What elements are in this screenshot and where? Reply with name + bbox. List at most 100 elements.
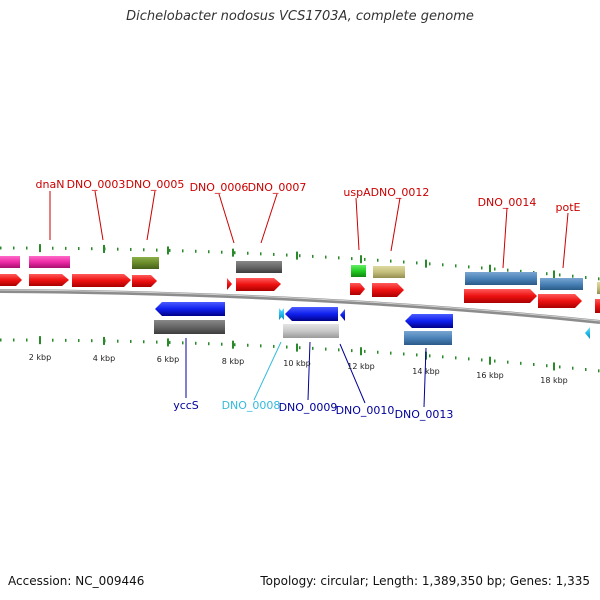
scale-label-6kbp: 6 kbp xyxy=(157,355,179,364)
inner-tick-row xyxy=(0,338,600,373)
tick-mark xyxy=(299,346,301,350)
gene-DNO_0006-dark-bar[interactable] xyxy=(236,261,282,273)
cds-arrow-9[interactable] xyxy=(464,289,537,303)
trna-edge-marker[interactable] xyxy=(585,327,590,339)
cds-arrow-7[interactable] xyxy=(350,283,365,295)
tick-mark xyxy=(572,274,574,278)
cds-DNO_0013-arrow[interactable] xyxy=(405,314,453,328)
tick-mark xyxy=(130,247,132,251)
tick-mark xyxy=(507,268,509,272)
cds-yccS-arrow[interactable] xyxy=(155,302,225,316)
gene-label-DNO_0013[interactable]: DNO_0013 xyxy=(395,408,454,421)
genome-backbone xyxy=(0,289,600,324)
tick-mark xyxy=(533,362,535,366)
tick-mark xyxy=(78,339,80,343)
gene-yccS-dark-bar[interactable] xyxy=(154,320,225,334)
tick-mark xyxy=(338,256,340,260)
gene-DNO_0012-khaki-bar[interactable] xyxy=(373,266,405,278)
gene-uspA-green-bar[interactable] xyxy=(351,265,366,277)
tick-mark xyxy=(364,257,366,261)
tick-mark xyxy=(234,343,236,347)
tick-mark xyxy=(351,349,353,353)
cds-DNO_0010-small[interactable] xyxy=(340,309,345,321)
trna-DNO_0008-marker-left[interactable] xyxy=(279,308,284,320)
tick-mark xyxy=(65,246,67,250)
tick-mark xyxy=(403,352,405,356)
cds-arrow-5[interactable] xyxy=(227,278,232,290)
gene-DNO_0013-steel-bar[interactable] xyxy=(404,331,452,345)
major-tick-mark xyxy=(360,255,362,264)
tick-mark xyxy=(546,272,548,276)
cds-arrow-1[interactable] xyxy=(0,274,22,286)
cds-arrow-2[interactable] xyxy=(29,274,69,286)
tick-mark xyxy=(169,248,171,252)
tick-mark xyxy=(182,341,184,345)
tick-mark xyxy=(13,246,15,250)
scale-label-14kbp: 14 kbp xyxy=(412,367,440,376)
tick-mark xyxy=(338,348,340,352)
tick-mark xyxy=(286,345,288,349)
tick-mark xyxy=(364,349,366,353)
tick-mark xyxy=(325,347,327,351)
tick-mark xyxy=(377,258,379,262)
cds-arrow-10[interactable] xyxy=(538,294,582,308)
tick-mark xyxy=(468,265,470,269)
tick-mark xyxy=(325,255,327,259)
tick-mark xyxy=(91,247,93,251)
gene-label-DNO_0014[interactable]: DNO_0014 xyxy=(478,196,537,209)
gene-label-DNO_0012[interactable]: DNO_0012 xyxy=(371,186,430,199)
forward-leader-lines xyxy=(49,190,569,269)
major-tick-mark xyxy=(39,336,41,345)
major-tick-mark xyxy=(232,340,234,349)
tick-mark xyxy=(247,251,249,255)
gene-label-DNO_0006[interactable]: DNO_0006 xyxy=(190,181,249,194)
gene-label-DNO_0003[interactable]: DNO_0003 xyxy=(67,178,126,191)
tick-mark xyxy=(351,257,353,261)
major-tick-mark xyxy=(489,264,491,273)
tick-mark xyxy=(143,340,145,344)
tick-mark xyxy=(481,266,483,270)
scale-label-16kbp: 16 kbp xyxy=(476,371,504,380)
tick-mark xyxy=(390,259,392,263)
gene-label-DNO_0007[interactable]: DNO_0007 xyxy=(248,181,307,194)
gene-label-DNO_0009[interactable]: DNO_0009 xyxy=(279,401,338,414)
gene-label-potE[interactable]: potE xyxy=(556,201,581,214)
gene-label-uspA[interactable]: uspA xyxy=(343,186,371,199)
tick-mark xyxy=(585,275,587,279)
gene-DNO_0009-light-bar[interactable] xyxy=(283,324,339,338)
gene-dnaN-pink-bar[interactable] xyxy=(0,256,20,268)
tick-mark xyxy=(585,367,587,371)
gene-label-DNO_0010[interactable]: DNO_0010 xyxy=(336,404,395,417)
gene-label-yccS[interactable]: yccS xyxy=(173,399,199,412)
gene-edge-khaki-bar[interactable] xyxy=(597,282,600,294)
tick-mark xyxy=(52,338,54,342)
gene-potE-steel-bar[interactable] xyxy=(540,278,583,290)
tick-mark xyxy=(598,277,600,281)
tick-mark xyxy=(546,364,548,368)
tick-mark xyxy=(572,366,574,370)
tick-mark xyxy=(195,341,197,345)
cds-arrow-8[interactable] xyxy=(372,283,404,297)
gene-label-DNO_0005[interactable]: DNO_0005 xyxy=(126,178,185,191)
reverse-features xyxy=(154,302,590,345)
major-tick-mark xyxy=(167,246,169,255)
tick-mark xyxy=(403,260,405,264)
tick-mark xyxy=(208,250,210,254)
major-tick-mark xyxy=(103,336,105,345)
cds-arrow-3[interactable] xyxy=(72,274,131,287)
tick-mark xyxy=(52,246,54,250)
gene-DNO_0014-steel-bar[interactable] xyxy=(465,272,537,285)
cds-arrow-6[interactable] xyxy=(236,278,281,291)
gene-DNO_0005-olive-bar[interactable] xyxy=(132,257,159,269)
cds-arrow-11[interactable] xyxy=(595,299,600,313)
tick-mark xyxy=(481,358,483,362)
cds-DNO_0009-arrow[interactable] xyxy=(285,307,338,321)
major-tick-mark xyxy=(553,362,555,371)
tick-mark xyxy=(507,360,509,364)
gene-dnaN-pink-bar-2[interactable] xyxy=(29,256,70,268)
scale-label-12kbp: 12 kbp xyxy=(347,362,375,371)
gene-label-dnaN[interactable]: dnaN xyxy=(36,178,65,191)
cds-arrow-4[interactable] xyxy=(132,275,157,287)
gene-label-DNO_0008[interactable]: DNO_0008 xyxy=(222,399,281,412)
